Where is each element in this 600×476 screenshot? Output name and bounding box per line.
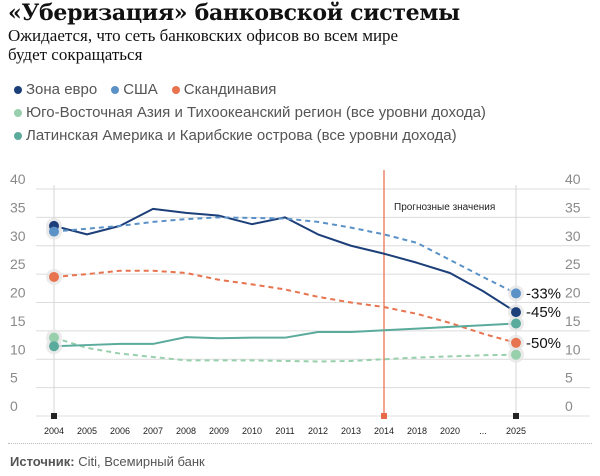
x-tick-label: 2004 (44, 426, 64, 436)
x-tick-label: 2005 (77, 426, 97, 436)
data-point-4-14 (511, 318, 521, 329)
x-tick-label: 2007 (143, 426, 163, 436)
y-tick-label-left: 25 (10, 256, 26, 272)
y-tick-label-left: 10 (10, 341, 26, 357)
legend-dot-usa (111, 85, 120, 94)
series-line-1 (53, 216, 517, 295)
y-tick-label-left: 15 (10, 313, 26, 329)
source-note: Источник: Citi, Всемирный банк (10, 454, 205, 469)
x-tick-label: 2014 (374, 426, 394, 436)
y-tick-label-left: 35 (10, 199, 26, 215)
y-tick-label-right: 35 (565, 199, 581, 215)
footer-divider (8, 443, 592, 444)
x-tick-label: 2009 (209, 426, 229, 436)
start-marker (51, 413, 57, 419)
y-tick-label-right: 20 (565, 285, 581, 301)
legend-dot-se-asia (14, 108, 22, 117)
x-tick-label: 2025 (506, 426, 526, 436)
series-line-4 (53, 322, 517, 348)
end-label-2: -50% (526, 335, 561, 352)
y-tick-label-right: 0 (565, 398, 573, 414)
source-text: Citi, Всемирный банк (74, 454, 205, 469)
x-tick-label: 2012 (308, 426, 328, 436)
end-marker (513, 413, 519, 419)
series-line-0 (53, 207, 517, 313)
end-label-0: -45% (526, 304, 561, 321)
data-point-1-14 (511, 288, 521, 299)
x-tick-label: 2018 (407, 426, 427, 436)
data-point-0-14 (511, 307, 521, 318)
x-tick-label: 2011 (275, 426, 294, 436)
source-label: Источник: (10, 454, 75, 469)
y-tick-label-right: 40 (565, 171, 581, 187)
gridlines (36, 188, 590, 417)
x-tick-label: 2006 (110, 426, 130, 436)
y-tick-label-right: 15 (565, 313, 581, 329)
y-axis-left: 0 5 10 15 20 25 30 35 40 (10, 171, 26, 414)
data-point-2-0 (49, 271, 59, 282)
y-tick-label-right: 5 (565, 370, 573, 386)
legend-item-euro: Зона евро (14, 78, 97, 101)
vertical-guides (53, 185, 517, 416)
legend-item-se-asia: Юго-Восточная Азия и Тихоокеанский регио… (14, 101, 486, 124)
y-tick-label-right: 10 (565, 341, 581, 357)
data-point-3-0 (49, 332, 59, 343)
legend-item-usa: США (111, 78, 158, 101)
series-line-3 (53, 336, 517, 363)
y-axis-right: 0 5 10 15 20 25 30 35 40 (565, 171, 581, 414)
end-label-1: -33% (526, 285, 561, 302)
series-lines (53, 207, 517, 363)
data-point-1-0 (49, 226, 59, 237)
legend-label-euro: Зона евро (26, 81, 98, 98)
legend-label-scandinavia: Скандинавия (183, 81, 277, 98)
legend-label-usa: США (123, 81, 158, 98)
legend-item-scandinavia: Скандинавия (171, 78, 277, 101)
series-line-2 (53, 269, 517, 344)
series-endpoints: -45% -33% -50% (46, 217, 561, 363)
legend-label-latam: Латинская Америка и Карибские острова (в… (26, 127, 457, 144)
forecast-label: Прогнозные значения (394, 202, 495, 213)
data-point-4-0 (49, 341, 59, 352)
x-tick-label: 2010 (242, 426, 262, 436)
y-tick-label-left: 5 (10, 370, 18, 386)
data-point-2-14 (511, 337, 521, 348)
y-tick-label-left: 40 (10, 171, 26, 187)
legend-label-se-asia: Юго-Восточная Азия и Тихоокеанский регио… (26, 104, 486, 121)
data-point-3-14 (511, 349, 521, 360)
y-tick-label-left: 30 (10, 228, 26, 244)
legend-item-latam: Латинская Америка и Карибские острова (в… (14, 124, 457, 147)
x-axis: 2004 2005 2006 2007 2008 2009 2010 2011 2012 2013… (44, 413, 526, 436)
y-tick-label-left: 20 (10, 285, 26, 301)
y-tick-label-right: 30 (565, 228, 581, 244)
x-tick-label: 2020 (440, 426, 460, 436)
chart-title: «Уберизация» банковской системы (8, 0, 460, 26)
y-tick-label-right: 25 (565, 256, 581, 272)
legend-dot-euro (14, 85, 22, 94)
x-tick-label: 2008 (176, 426, 196, 436)
forecast-start-marker (381, 413, 387, 419)
y-tick-label-left: 0 (10, 398, 18, 414)
chart-subtitle: Ожидается, что сеть банковских офисов во… (8, 26, 399, 64)
x-tick-label: 2013 (341, 426, 361, 436)
legend-dot-latam (14, 131, 22, 140)
forecast-marker: Прогнозные значения (383, 170, 495, 416)
x-tick-label: ... (479, 426, 487, 436)
legend-dot-scandinavia (171, 85, 180, 94)
legend: Зона евро США Скандинавия Юго-Восточная … (14, 78, 500, 147)
